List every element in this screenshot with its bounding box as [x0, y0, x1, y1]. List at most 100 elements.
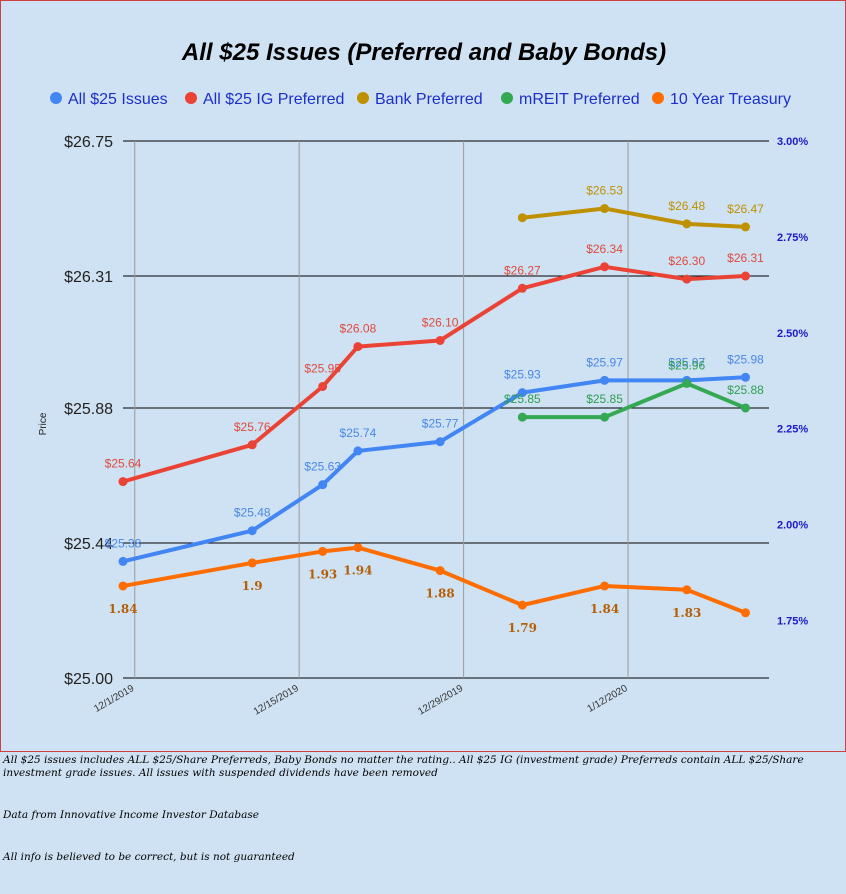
data-label: $25.63: [304, 460, 341, 474]
data-point: [353, 446, 363, 456]
data-point: [600, 262, 610, 272]
data-label: $25.64: [105, 457, 142, 471]
data-point: [435, 566, 445, 576]
series-line: [522, 381, 747, 420]
legend-label: Bank Preferred: [375, 91, 483, 108]
legend-item: Bank Preferred: [357, 91, 483, 108]
data-label: 1.83: [672, 606, 701, 620]
data-label: $25.96: [668, 358, 705, 372]
line-chart: All $25 Issues (Preferred and Baby Bonds…: [38, 39, 808, 718]
data-label: $26.48: [668, 199, 705, 213]
legend-marker: [357, 92, 369, 104]
y2-tick-label: 2.75%: [777, 232, 808, 244]
data-point: [118, 581, 128, 591]
data-point: [517, 600, 527, 610]
footnote-ratings: All $25 issues includes ALL $25/Share Pr…: [3, 754, 804, 779]
data-point: [600, 412, 610, 422]
y-axis-label: Price: [38, 412, 49, 435]
data-point: [517, 412, 527, 422]
data-label: 1.84: [108, 602, 137, 616]
data-label: $25.98: [727, 352, 764, 366]
data-label: 1.88: [426, 587, 455, 601]
data-point: [517, 213, 527, 223]
data-point: [741, 403, 751, 413]
legend-label: mREIT Preferred: [519, 91, 640, 108]
data-label: $25.97: [668, 355, 705, 369]
footnote-source: Data from Innovative Income Investor Dat…: [3, 809, 259, 821]
data-point: [741, 608, 751, 618]
data-point: [517, 388, 527, 398]
chart-title: All $25 Issues (Preferred and Baby Bonds…: [181, 39, 666, 66]
data-label: 1.79: [508, 621, 537, 635]
data-label: 1.84: [590, 602, 619, 616]
data-label: $25.97: [586, 355, 623, 369]
series-line: [522, 206, 746, 229]
chart-frame: All $25 Issues (Preferred and Baby Bonds…: [0, 0, 846, 752]
y-tick-label: $26.75: [64, 134, 113, 151]
y-tick-label: $25.44: [64, 536, 113, 553]
series-line: [122, 545, 747, 615]
data-labels: $25.38 $25.48 $25.63 $25.74 $25.77 $25.93 $25.…: [105, 184, 765, 636]
data-label: $25.74: [340, 426, 377, 440]
data-point: [682, 585, 692, 595]
data-point: [741, 222, 751, 232]
y2-tick-label: 3.00%: [777, 136, 808, 148]
data-label: $25.48: [234, 506, 271, 520]
data-point: [741, 271, 751, 281]
data-label: $25.95: [304, 361, 341, 375]
data-point: [600, 204, 610, 214]
footnote-disclaimer: All info is believed to be correct, but …: [3, 851, 295, 863]
legend-label: 10 Year Treasury: [670, 91, 791, 108]
y-axis-right: 1.75% 2.00% 2.25% 2.50% 2.75% 3.00%: [777, 136, 808, 627]
y2-tick-label: 2.00%: [777, 520, 808, 532]
y2-tick-label: 1.75%: [777, 615, 808, 627]
legend-item: mREIT Preferred: [501, 91, 640, 108]
data-point: [741, 372, 751, 382]
data-label: $25.93: [504, 368, 541, 382]
data-point: [247, 440, 257, 450]
data-point: [682, 274, 692, 284]
data-point: [118, 556, 128, 566]
data-point: [353, 543, 363, 553]
data-label: 1.93: [308, 567, 337, 581]
data-point: [600, 581, 610, 591]
legend-label: All $25 IG Preferred: [203, 91, 344, 108]
legend-label: All $25 Issues: [68, 91, 168, 108]
data-point: [247, 526, 257, 536]
data-label: $26.31: [727, 251, 764, 265]
data-label: $25.76: [234, 420, 271, 434]
data-label: $26.27: [504, 263, 541, 277]
legend: All $25 Issues All $25 IG Preferred Bank P…: [50, 91, 791, 108]
data-label: $26.53: [586, 184, 623, 198]
legend-item: All $25 Issues: [50, 91, 168, 108]
data-label: $26.34: [586, 242, 623, 256]
legend-item: All $25 IG Preferred: [185, 91, 344, 108]
y-tick-label: $25.00: [64, 671, 113, 688]
legend-marker: [50, 92, 62, 104]
data-point: [435, 437, 445, 447]
data-label: 1.9: [242, 579, 263, 593]
y2-tick-label: 2.50%: [777, 328, 808, 340]
data-point: [682, 219, 692, 229]
x-axis: 12/1/2019 12/15/2019 12/29/2019 1/12/2020: [92, 683, 630, 718]
data-point: [600, 375, 610, 385]
data-label: $26.10: [422, 315, 459, 329]
series-line: [122, 375, 746, 564]
series-lines: [118, 204, 751, 618]
data-point: [247, 558, 257, 568]
data-point: [353, 342, 363, 352]
data-label: $26.47: [727, 202, 764, 216]
data-label: $25.38: [105, 536, 142, 550]
series-line: [122, 264, 746, 484]
legend-marker: [501, 92, 513, 104]
data-label: $25.88: [727, 383, 764, 397]
data-label: $26.30: [668, 254, 705, 268]
legend-marker: [185, 92, 197, 104]
data-point: [318, 480, 328, 490]
data-point: [318, 381, 328, 391]
data-point: [517, 283, 527, 293]
x-tick-label: 12/15/2019: [252, 683, 301, 718]
y-tick-label: $25.88: [64, 401, 113, 418]
y-tick-label: $26.31: [64, 269, 113, 286]
data-label: $25.77: [422, 417, 459, 431]
